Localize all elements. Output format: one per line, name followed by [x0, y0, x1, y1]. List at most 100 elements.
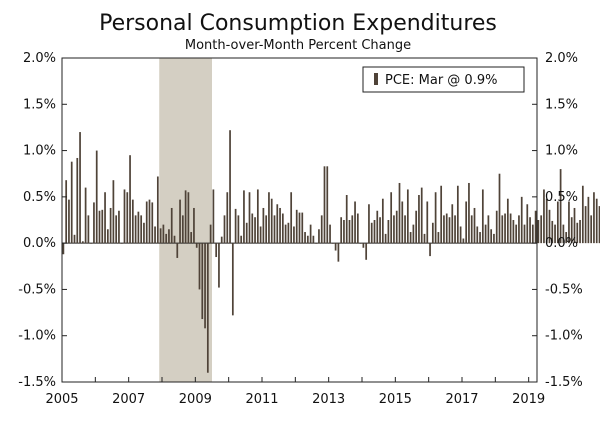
bar: [134, 215, 137, 244]
bar: [218, 243, 220, 288]
legend-box: [362, 66, 525, 93]
bar: [101, 209, 104, 244]
bar: [62, 243, 65, 255]
bar: [318, 229, 320, 244]
bar: [376, 210, 379, 244]
bar: [84, 187, 87, 244]
bar: [520, 196, 523, 244]
bar: [198, 243, 201, 290]
bar: [248, 192, 251, 244]
bar: [237, 215, 240, 244]
bar: [226, 192, 229, 244]
bar: [281, 213, 284, 244]
bar: [551, 220, 554, 244]
bar: [445, 213, 448, 244]
chart-title: Personal Consumption Expenditures: [99, 11, 497, 36]
bar: [448, 217, 451, 244]
bar: [515, 224, 518, 244]
bar: [543, 189, 545, 244]
bar: [562, 224, 565, 244]
bar: [512, 220, 515, 244]
y-tick-label-left: -1.5%: [18, 375, 56, 390]
bar: [348, 220, 351, 244]
bar: [87, 215, 90, 244]
bar: [398, 182, 401, 244]
bar: [484, 224, 487, 244]
bar: [481, 189, 484, 244]
bar: [423, 233, 426, 244]
bar: [359, 243, 362, 244]
x-tick-label: 2017: [445, 392, 478, 407]
bar: [301, 212, 304, 244]
bar: [545, 198, 548, 244]
bar: [154, 226, 156, 244]
bar: [490, 229, 493, 244]
bar: [590, 215, 593, 244]
bar: [276, 204, 279, 244]
bar: [90, 243, 93, 244]
bar: [245, 222, 248, 244]
bar: [256, 189, 259, 244]
bar: [334, 243, 337, 251]
bar: [115, 215, 118, 244]
bar: [212, 189, 215, 244]
bar: [68, 199, 70, 244]
bar: [331, 243, 334, 244]
y-tick-label-left: 1.0%: [23, 144, 56, 159]
bar: [312, 235, 315, 244]
bar: [381, 198, 384, 244]
bar: [479, 232, 481, 244]
bar: [395, 210, 398, 244]
bar: [293, 226, 295, 244]
bar: [137, 211, 140, 244]
bar: [373, 220, 376, 244]
y-tick-label-left: 0.0%: [23, 236, 56, 251]
y-tick-label-right: 2.0%: [545, 51, 578, 66]
bar: [315, 243, 318, 244]
bar: [129, 155, 131, 244]
bar: [573, 207, 576, 244]
bar: [243, 190, 245, 244]
bar: [187, 192, 190, 244]
bar: [404, 215, 406, 244]
bar: [501, 215, 504, 244]
bar: [309, 224, 312, 244]
bar: [70, 161, 73, 244]
bar: [454, 215, 456, 244]
y-tick-label-right: -1.5%: [545, 375, 583, 390]
bar: [337, 243, 340, 262]
bar: [251, 213, 254, 244]
bar: [451, 204, 454, 244]
bar: [465, 201, 468, 244]
y-tick-label-left: 2.0%: [23, 51, 56, 66]
legend-label: PCE: Mar @ 0.9%: [385, 73, 497, 88]
bar: [595, 198, 598, 244]
y-tick-label-right: -0.5%: [545, 282, 583, 297]
bar: [298, 212, 301, 244]
bar: [140, 215, 143, 244]
bar: [76, 157, 79, 244]
bar: [254, 217, 256, 244]
bar: [581, 185, 584, 244]
bar: [126, 192, 129, 244]
bar: [159, 228, 162, 244]
x-tick-label: 2007: [112, 392, 145, 407]
bar: [148, 199, 151, 244]
bar: [434, 192, 437, 244]
bar: [215, 243, 218, 258]
bar: [120, 243, 123, 244]
y-tick-label-left: -1.0%: [18, 329, 56, 344]
x-tick-label: 2009: [179, 392, 212, 407]
bar: [326, 166, 329, 244]
bar: [234, 208, 237, 244]
bar: [98, 210, 101, 244]
bar: [379, 217, 381, 244]
bar: [523, 224, 526, 244]
bar: [220, 236, 223, 244]
bar: [195, 243, 198, 248]
bar: [156, 176, 159, 244]
bar: [420, 187, 423, 244]
bar: [384, 233, 387, 244]
bar: [179, 199, 181, 244]
bar: [165, 233, 168, 244]
